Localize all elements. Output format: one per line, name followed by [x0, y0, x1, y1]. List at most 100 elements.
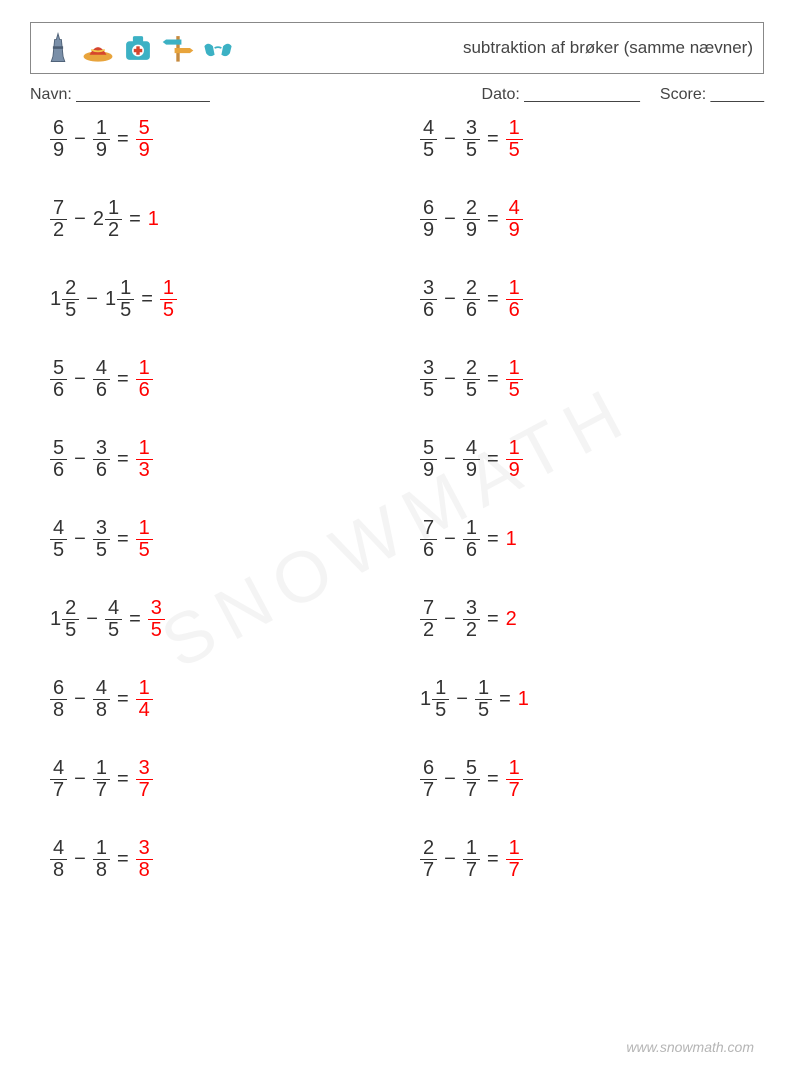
problem-row: 45 − 35 = 15	[420, 114, 740, 164]
fraction: 15	[160, 278, 177, 321]
problem-row: 36 − 26 = 16	[420, 274, 740, 324]
equals-op: =	[117, 448, 129, 471]
fraction: 45	[50, 518, 67, 561]
fraction: 15	[475, 678, 492, 721]
minus-op: −	[74, 208, 86, 231]
equals-op: =	[487, 768, 499, 791]
fraction: 19	[506, 438, 523, 481]
fraction: 37	[136, 758, 153, 801]
fraction: 15	[506, 118, 523, 161]
equals-op: =	[117, 768, 129, 791]
equals-op: =	[487, 848, 499, 871]
glasses-icon	[201, 31, 235, 65]
fraction: 45	[105, 598, 122, 641]
fraction: 59	[420, 438, 437, 481]
equals-op: =	[487, 128, 499, 151]
fraction: 48	[93, 678, 110, 721]
fraction: 35	[148, 598, 165, 641]
minus-op: −	[74, 128, 86, 151]
fraction: 36	[93, 438, 110, 481]
minus-op: −	[444, 368, 456, 391]
minus-op: −	[444, 128, 456, 151]
equals-op: =	[117, 848, 129, 871]
minus-op: −	[74, 528, 86, 551]
equals-op: =	[117, 368, 129, 391]
fraction: 29	[463, 198, 480, 241]
fraction: 72	[50, 198, 67, 241]
minus-op: −	[444, 848, 456, 871]
equals-op: =	[499, 688, 511, 711]
problem-row: 27 − 17 = 17	[420, 834, 740, 884]
fraction: 17	[506, 838, 523, 881]
problem-row: 69 − 19 = 59	[50, 114, 420, 164]
minus-op: −	[86, 288, 98, 311]
fraction: 69	[50, 118, 67, 161]
fraction: 17	[463, 838, 480, 881]
signpost-icon	[161, 31, 195, 65]
fraction: 72	[420, 598, 437, 641]
problems-col-right: 45 − 35 = 15 69 − 29 = 49 36 − 26 = 16 3…	[420, 114, 740, 884]
fraction: 16	[136, 358, 153, 401]
minus-op: −	[74, 368, 86, 391]
fraction: 36	[420, 278, 437, 321]
mixed-fraction: 115	[105, 278, 134, 321]
problem-row: 69 − 29 = 49	[420, 194, 740, 244]
fraction: 56	[50, 358, 67, 401]
name-field: Navn: _______________	[30, 86, 210, 104]
fraction: 56	[50, 438, 67, 481]
medkit-icon	[121, 31, 155, 65]
problem-row: 115 − 15 = 1	[420, 674, 740, 724]
mixed-fraction: 125	[50, 598, 79, 641]
problem-row: 56 − 36 = 13	[50, 434, 420, 484]
whole-number: 2	[506, 608, 517, 631]
header-icons	[41, 31, 235, 65]
date-field: Dato: _____________	[482, 86, 640, 104]
tower-icon	[41, 31, 75, 65]
problems-grid: 69 − 19 = 59 72 − 212 = 1 125 − 115 = 15…	[50, 114, 764, 884]
fraction: 48	[50, 838, 67, 881]
mixed-fraction: 115	[420, 678, 449, 721]
minus-op: −	[74, 848, 86, 871]
score-field: Score: ______	[660, 86, 764, 104]
header-box: subtraktion af brøker (samme nævner)	[30, 22, 764, 74]
equals-op: =	[487, 608, 499, 631]
minus-op: −	[444, 208, 456, 231]
minus-op: −	[74, 448, 86, 471]
fraction: 32	[463, 598, 480, 641]
worksheet-title: subtraktion af brøker (samme nævner)	[463, 38, 753, 58]
fraction: 15	[136, 518, 153, 561]
fraction: 69	[420, 198, 437, 241]
fraction: 59	[136, 118, 153, 161]
equals-op: =	[487, 528, 499, 551]
meta-line: Navn: _______________ Dato: ____________…	[30, 86, 764, 104]
hat-icon	[81, 31, 115, 65]
fraction: 16	[506, 278, 523, 321]
problem-row: 72 − 212 = 1	[50, 194, 420, 244]
problems-col-left: 69 − 19 = 59 72 − 212 = 1 125 − 115 = 15…	[50, 114, 420, 884]
whole-number: 1	[148, 208, 159, 231]
fraction: 49	[506, 198, 523, 241]
fraction: 76	[420, 518, 437, 561]
fraction: 46	[93, 358, 110, 401]
equals-op: =	[117, 528, 129, 551]
mixed-fraction: 125	[50, 278, 79, 321]
equals-op: =	[487, 208, 499, 231]
equals-op: =	[129, 208, 141, 231]
fraction: 49	[463, 438, 480, 481]
fraction: 68	[50, 678, 67, 721]
fraction: 18	[93, 838, 110, 881]
fraction: 17	[506, 758, 523, 801]
minus-op: −	[444, 608, 456, 631]
fraction: 13	[136, 438, 153, 481]
minus-op: −	[74, 768, 86, 791]
problem-row: 35 − 25 = 15	[420, 354, 740, 404]
fraction: 17	[93, 758, 110, 801]
equals-op: =	[117, 688, 129, 711]
whole-number: 1	[518, 688, 529, 711]
fraction: 27	[420, 838, 437, 881]
fraction: 35	[93, 518, 110, 561]
problem-row: 125 − 45 = 35	[50, 594, 420, 644]
equals-op: =	[117, 128, 129, 151]
problem-row: 45 − 35 = 15	[50, 514, 420, 564]
fraction: 35	[463, 118, 480, 161]
